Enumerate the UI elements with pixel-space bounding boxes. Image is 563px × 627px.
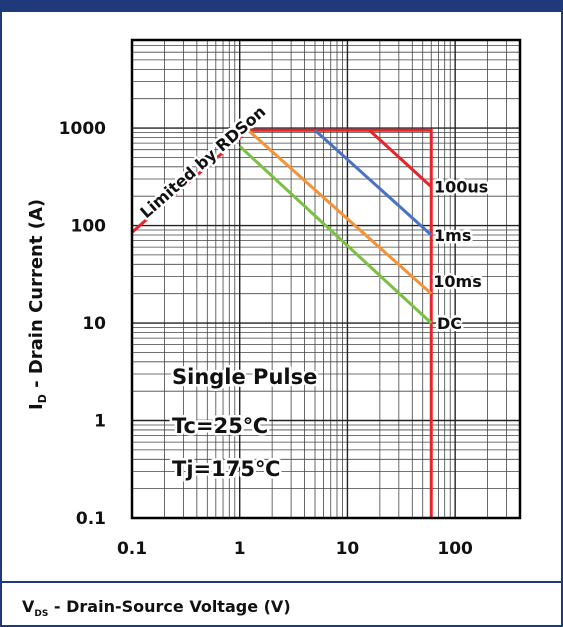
series-line-10ms <box>247 129 433 295</box>
x-tick-label: 1 <box>234 539 246 559</box>
x-tick-label: 10 <box>336 539 360 559</box>
single-pulse-annotation: Single Pulse <box>172 365 317 389</box>
y-axis-title: ID - Drain Current (A) <box>26 199 49 410</box>
series-line-100us <box>248 128 433 518</box>
rdson-limit-label: Limited by RDSon <box>136 102 269 222</box>
tc-annotation: Tc=25℃ <box>172 414 268 438</box>
y-tick-label: 10 <box>82 314 106 334</box>
tj-annotation: Tj=175℃ <box>172 457 280 481</box>
series-layer <box>131 128 433 518</box>
plot-border <box>130 38 522 520</box>
y-tick-label: 1 <box>94 412 106 432</box>
series-line-limited-by-rdson <box>131 129 250 234</box>
x-tick-labels: 0.1 1 10 100 <box>117 539 473 559</box>
y-tick-label: 100 <box>71 217 107 237</box>
y-tick-label: 0.1 <box>76 509 106 529</box>
curve-labels: 100us 1ms 10ms DC <box>431 175 491 335</box>
x-tick-label: 100 <box>437 539 473 559</box>
x-axis-title: VDS - Drain-Source Voltage (V) <box>22 597 291 620</box>
curve-label-dc: DC <box>437 314 462 333</box>
top-bar <box>0 0 563 12</box>
series-line-1ms <box>314 129 433 237</box>
series-line-dc <box>238 145 433 325</box>
curve-label-1ms: 1ms <box>434 226 471 245</box>
curve-label-10ms: 10ms <box>433 272 481 291</box>
curve-label-100us: 100us <box>434 178 488 197</box>
y-tick-labels: 0.1 1 10 100 1000 <box>59 119 106 529</box>
series-line-100us-rolloff <box>368 129 433 188</box>
axis-divider <box>0 581 563 583</box>
y-tick-label: 1000 <box>59 119 106 139</box>
x-tick-label: 0.1 <box>117 539 147 559</box>
